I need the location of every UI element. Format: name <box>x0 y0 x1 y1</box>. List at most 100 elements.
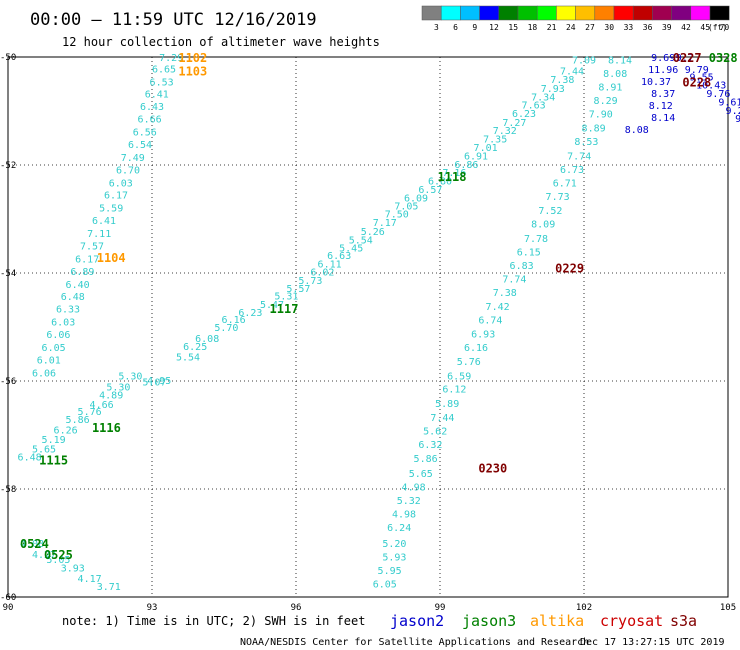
chart-title: 00:00 – 11:59 UTC 12/16/2019 <box>30 10 317 30</box>
colorbar-label: 33 <box>624 23 634 32</box>
wave-height-label: 6.23 <box>238 308 262 319</box>
wave-height-label: 5.30 <box>118 372 142 383</box>
x-tick-label: 96 <box>291 603 302 613</box>
colorbar-swatch <box>690 5 711 21</box>
wave-height-label: 7.16 <box>442 168 466 179</box>
wave-height-label: 9.69 <box>651 53 675 64</box>
wave-height-label: 6.17 <box>75 254 99 265</box>
colorbar-swatch <box>556 5 576 21</box>
wave-height-label: 6.65 <box>152 64 176 75</box>
wave-height-label: 7.01 <box>474 143 498 154</box>
pass-time-label: 0328 <box>709 51 738 65</box>
wave-height-label: 8.14 <box>608 56 632 67</box>
wave-height-label: 9.79 <box>685 65 709 76</box>
wave-height-label: 7.09 <box>572 56 596 67</box>
wave-height-label: 5.86 <box>66 415 90 426</box>
wave-height-label: 8.53 <box>574 137 598 148</box>
pass-time-label: 0524 <box>20 537 49 551</box>
wave-height-label: 4.66 <box>90 400 114 411</box>
wave-height-label: 3.93 <box>61 563 85 574</box>
wave-height-label: 5.95 <box>378 566 402 577</box>
colorbar-label: 39 <box>662 23 672 32</box>
wave-height-label: 6.32 <box>418 440 442 451</box>
wave-height-label: 6.43 <box>140 102 164 113</box>
x-tick-labels: 90 93 96 99 102 105 <box>3 603 737 613</box>
pass-time-label: 1117 <box>270 302 299 316</box>
x-tick-label: 105 <box>720 603 736 613</box>
colorbar-legend: 3 6 9 12 15 18 21 24 27 30 33 36 39 42 45 70(ft) <box>421 5 730 32</box>
pass-time-label: 1118 <box>438 170 467 184</box>
wave-height-label: 7.38 <box>550 75 574 86</box>
wave-height-label: 5.19 <box>42 435 66 446</box>
colorbar-unit: (ft) <box>708 23 727 32</box>
wave-height-label: 8.91 <box>598 83 622 94</box>
colorbar-swatch <box>613 5 634 21</box>
pass-time-label: 1103 <box>178 65 207 79</box>
generation-timestamp: Dec 17 13:27:15 UTC 2019 <box>580 637 725 648</box>
wave-height-label: 8.08 <box>625 125 649 136</box>
wave-height-label: 6.05 <box>42 343 66 354</box>
colorbar-swatch <box>440 5 461 21</box>
wave-height-label: 10.37 <box>641 77 671 88</box>
wave-height-label: 6.83 <box>510 261 534 272</box>
wave-height-label: 5.05 <box>46 555 70 566</box>
y-tick-label: -50 <box>0 53 16 63</box>
wave-height-label: 5.31 <box>274 292 298 303</box>
wave-height-label: 6.16 <box>464 343 488 354</box>
wave-height-label: 6.41 <box>145 90 169 101</box>
wave-height-label: 5.30 <box>106 382 130 393</box>
colorbar-label: 42 <box>681 23 691 32</box>
colorbar-swatch <box>460 5 480 21</box>
wave-height-label: 9.76 <box>706 89 730 100</box>
x-tick-label: 102 <box>576 603 592 613</box>
wave-height-label: 6.71 <box>553 178 577 189</box>
wave-height-label: 5.76 <box>78 407 102 418</box>
wave-height-label: 6.41 <box>92 216 116 227</box>
wave-height-label: 6.93 <box>471 329 495 340</box>
wave-height-label: 6.09 <box>404 193 428 204</box>
pass-time-label: 1102 <box>178 51 207 65</box>
wave-height-label: 7.34 <box>531 92 555 103</box>
wave-height-label: 6.06 <box>32 368 56 379</box>
wave-height-label: 6.89 <box>70 267 94 278</box>
colorbar-label: 24 <box>566 23 576 32</box>
wave-height-label: 8.09 <box>531 219 555 230</box>
colorbar-swatch <box>594 5 615 21</box>
y-tick-labels: -50 -52 -54 -56 -58 -60 <box>0 53 16 603</box>
wave-height-labels: 7.296.656.536.416.436.666.566.547.496.70… <box>18 53 740 593</box>
wave-height-label: 7.44 <box>560 67 584 78</box>
colorbar-swatch <box>421 5 442 21</box>
wave-height-label: 5.47 <box>260 300 284 311</box>
wave-height-label: 6.40 <box>66 280 90 291</box>
wave-height-label: 6.25 <box>183 342 207 353</box>
wave-height-label: 6.73 <box>560 165 584 176</box>
wave-height-label: 8.14 <box>651 113 675 124</box>
wave-height-label: 4.98 <box>392 509 416 520</box>
pass-time-label: 1115 <box>39 453 68 467</box>
wave-height-label: 7.90 <box>589 110 613 121</box>
wave-height-label: 7.32 <box>493 126 517 137</box>
wave-height-label: 6.56 <box>133 128 157 139</box>
colorbar-swatch <box>671 5 692 21</box>
wave-height-label: 6.70 <box>116 165 140 176</box>
wave-height-label: 5.65 <box>32 445 56 456</box>
wave-height-label: 8.89 <box>582 124 606 135</box>
satellite-legend-jason3: jason3 <box>462 612 516 630</box>
wave-height-label: 6.01 <box>37 355 61 366</box>
wave-height-label: 4.98 <box>402 482 426 493</box>
wave-height-label: 7.29 <box>159 53 183 64</box>
wave-height-label: 5.93 <box>382 553 406 564</box>
colorbar-swatch <box>479 5 500 21</box>
satellite-legend-s3a: s3a <box>670 612 697 630</box>
wave-height-label: 4.17 <box>78 574 102 585</box>
wave-height-label: 4.89 <box>99 391 123 402</box>
colorbar-swatch <box>709 5 730 21</box>
wave-height-label: 8.08 <box>603 69 627 80</box>
wave-height-label: 6.57 <box>418 185 442 196</box>
wave-height-label: 5.73 <box>298 276 322 287</box>
pass-time-label: 1116 <box>92 421 121 435</box>
credit-line: NOAA/NESDIS Center for Satellite Applica… <box>240 637 589 648</box>
colorbar-swatch <box>632 5 653 21</box>
footnote: note: 1) Time is in UTC; 2) SWH is in fe… <box>62 614 365 628</box>
